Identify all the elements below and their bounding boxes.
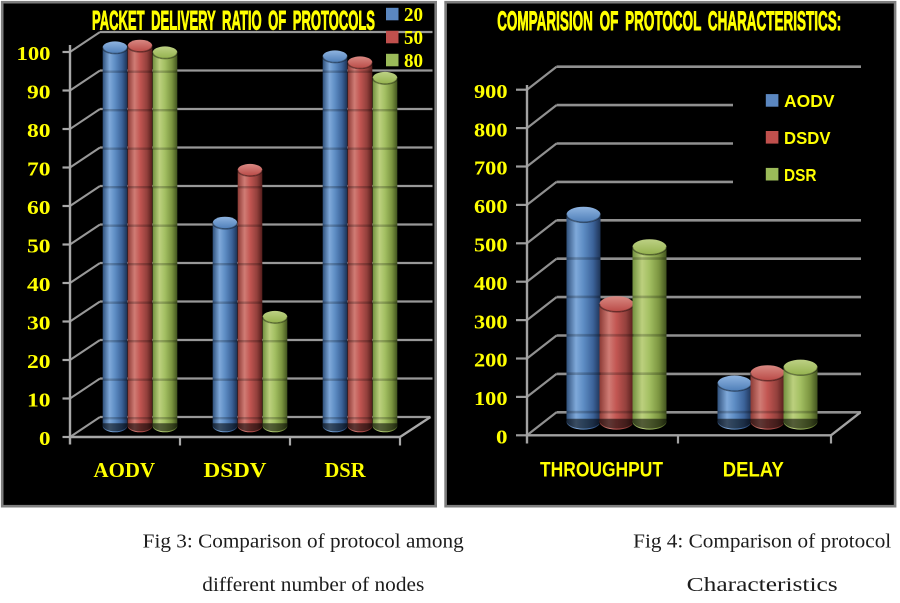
- svg-text:DELAY: DELAY: [723, 458, 784, 482]
- svg-text:50: 50: [27, 236, 51, 258]
- svg-text:Fig 4: Comparison of protocol: Fig 4: Comparison of protocol: [633, 531, 891, 553]
- svg-text:600: 600: [474, 196, 508, 218]
- svg-text:0: 0: [39, 428, 51, 450]
- svg-text:AODV: AODV: [784, 91, 835, 111]
- svg-text:PACKET DELIVERY RATIO OF PROTO: PACKET DELIVERY RATIO OF PROTOCOLS: [92, 6, 375, 36]
- svg-text:70: 70: [27, 159, 51, 181]
- svg-text:30: 30: [27, 313, 51, 335]
- svg-text:DSDV: DSDV: [204, 458, 267, 482]
- svg-text:DSR: DSR: [784, 165, 817, 185]
- svg-text:THROUGHPUT: THROUGHPUT: [540, 458, 663, 482]
- svg-text:50: 50: [404, 27, 423, 49]
- svg-text:800: 800: [474, 119, 508, 141]
- svg-text:400: 400: [474, 273, 508, 295]
- svg-text:Fig 3: Comparison of protocol: Fig 3: Comparison of protocol among: [143, 531, 464, 553]
- svg-text:100: 100: [474, 388, 508, 410]
- svg-text:DSDV: DSDV: [784, 128, 831, 148]
- svg-text:200: 200: [474, 350, 508, 372]
- svg-text:40: 40: [27, 274, 51, 296]
- svg-text:different number of nodes: different number of nodes: [202, 574, 424, 596]
- svg-text:80: 80: [404, 50, 423, 72]
- svg-text:700: 700: [474, 158, 508, 180]
- svg-text:100: 100: [17, 43, 51, 65]
- svg-text:20: 20: [404, 4, 423, 26]
- svg-text:300: 300: [474, 311, 508, 333]
- svg-text:AODV: AODV: [94, 458, 156, 482]
- svg-text:900: 900: [474, 81, 508, 103]
- svg-text:0: 0: [496, 427, 508, 449]
- svg-text:20: 20: [27, 351, 51, 373]
- svg-text:80: 80: [27, 120, 51, 142]
- svg-text:60: 60: [27, 197, 51, 219]
- svg-text:DSR: DSR: [325, 458, 366, 482]
- svg-text:10: 10: [27, 390, 51, 412]
- svg-text:90: 90: [27, 82, 51, 104]
- svg-text:Characteristics: Characteristics: [687, 574, 838, 596]
- svg-text:COMPARISION OF PROTOCOL CHARAC: COMPARISION OF PROTOCOL CHARACTERISTICS:: [497, 6, 841, 36]
- svg-text:500: 500: [474, 235, 508, 257]
